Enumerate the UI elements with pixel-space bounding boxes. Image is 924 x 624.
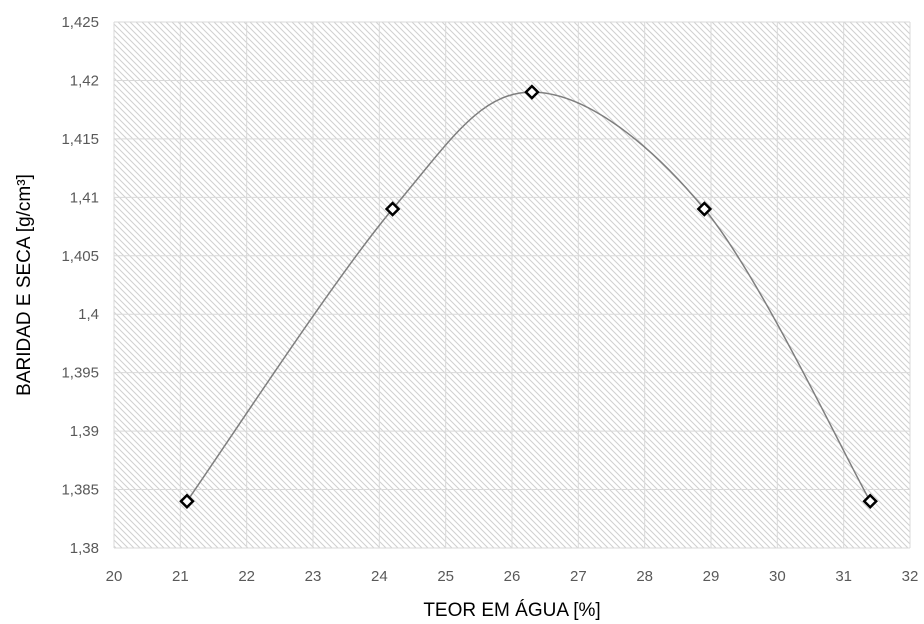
- x-tick-label: 20: [106, 568, 123, 585]
- y-tick-label: 1,4: [78, 306, 99, 323]
- x-tick-label: 25: [437, 568, 454, 585]
- x-axis-title: TEOR EM ÁGUA [%]: [423, 600, 600, 621]
- x-tick-label: 24: [371, 568, 388, 585]
- y-axis-title: BARIDAD E SECA [g/cm³]: [14, 174, 35, 396]
- x-tick-label: 21: [172, 568, 189, 585]
- x-tick-label: 29: [703, 568, 720, 585]
- x-tick-label: 26: [504, 568, 521, 585]
- data-point: [384, 201, 401, 217]
- x-tick-label: 27: [570, 568, 587, 585]
- y-tick-label: 1,42: [70, 72, 99, 89]
- y-tick-label: 1,425: [61, 14, 99, 31]
- markers: [179, 84, 878, 510]
- grid: [113, 21, 911, 549]
- data-point: [179, 493, 195, 510]
- x-tick-label: 22: [238, 568, 255, 585]
- y-axis: 1,38 1,385 1,39 1,395 1,4 1,405 1,41 1,415 1,42 1…: [61, 14, 99, 557]
- x-tick-label: 32: [902, 568, 919, 585]
- x-tick-label: 30: [769, 568, 786, 585]
- x-tick-label: 31: [835, 568, 852, 585]
- y-tick-label: 1,41: [70, 189, 99, 206]
- y-tick-label: 1,38: [70, 540, 99, 557]
- data-point: [862, 493, 878, 510]
- y-tick-label: 1,405: [61, 248, 99, 265]
- x-tick-label: 28: [636, 568, 653, 585]
- data-point: [696, 201, 713, 217]
- y-tick-label: 1,415: [61, 131, 99, 148]
- y-tick-label: 1,395: [61, 365, 99, 382]
- y-tick-label: 1,39: [70, 423, 99, 440]
- x-tick-label: 23: [305, 568, 322, 585]
- y-tick-label: 1,385: [61, 482, 99, 499]
- data-point: [524, 84, 540, 100]
- x-axis: 20 21 22 23 24 25 26 27 28 29 30 31 32: [106, 568, 919, 585]
